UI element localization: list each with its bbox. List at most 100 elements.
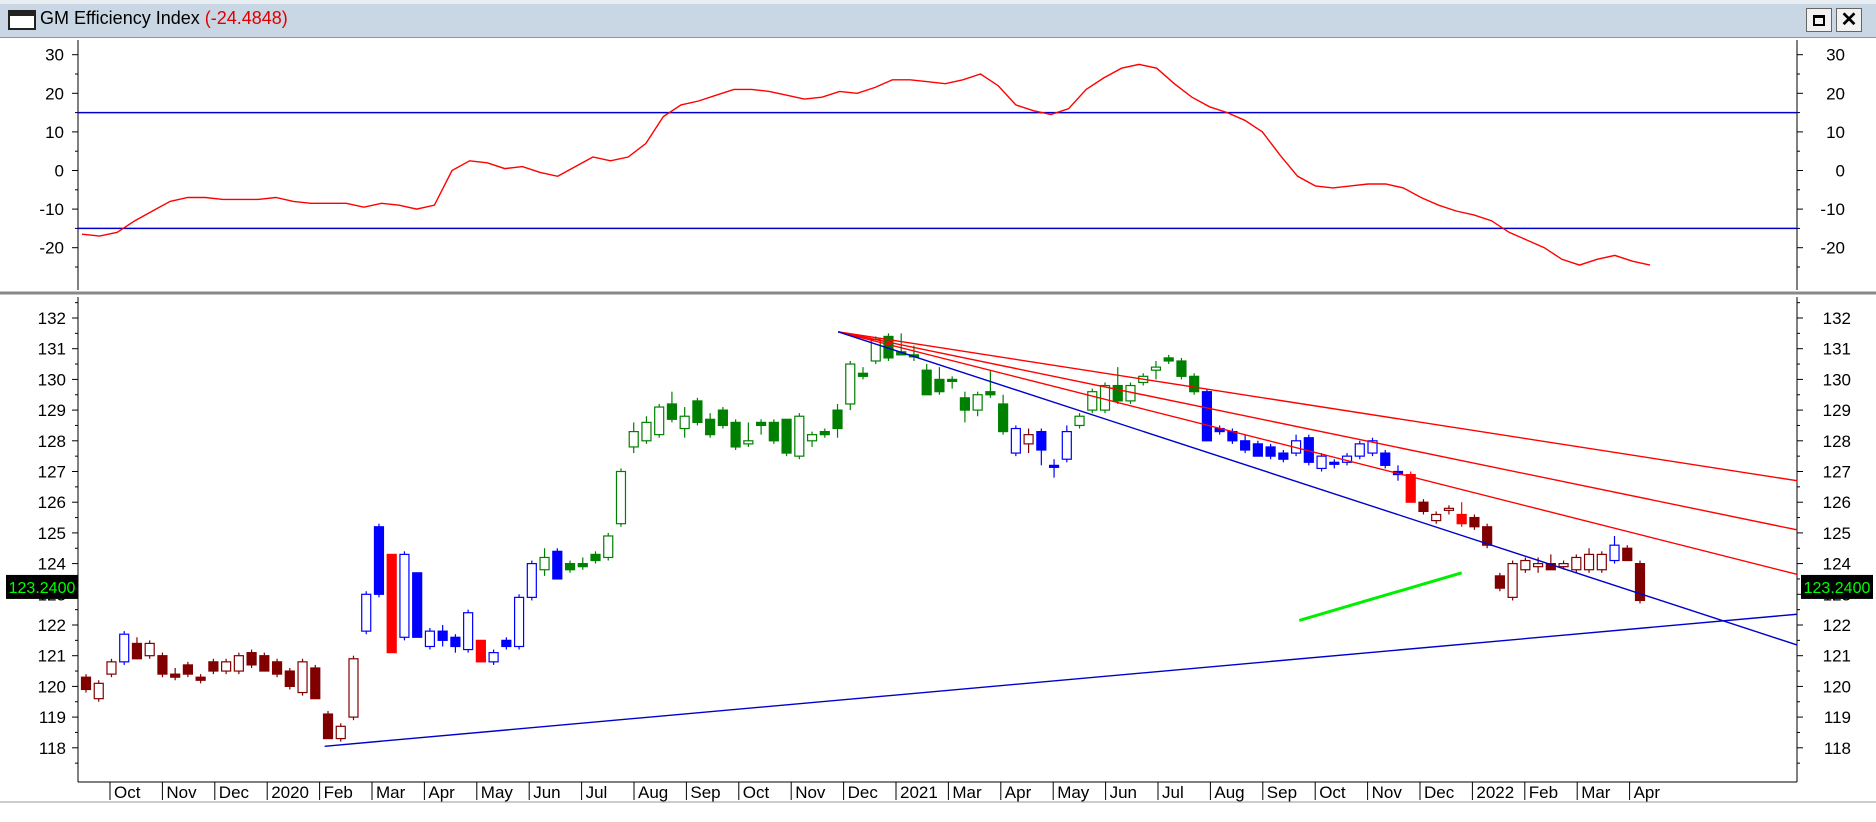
candle-body <box>603 535 614 559</box>
price-candle <box>221 658 232 675</box>
candle-body <box>959 397 971 411</box>
price-candle <box>806 431 818 447</box>
time-axis-label: Dec <box>219 783 250 802</box>
candle-body <box>1252 443 1263 457</box>
candle-body <box>1023 434 1034 445</box>
candle-body <box>781 418 792 454</box>
candle-body <box>208 661 219 672</box>
candle-body <box>399 553 410 638</box>
candle-body <box>1048 464 1060 468</box>
window-icon[interactable] <box>8 10 36 30</box>
candle-body <box>373 526 385 595</box>
price-candle <box>730 419 741 451</box>
price-candle <box>1634 560 1646 604</box>
price-candle <box>1265 443 1276 460</box>
time-axis-label: Jun <box>533 783 560 802</box>
price-candle <box>539 548 550 576</box>
candle-body <box>985 391 996 396</box>
time-axis-label: Nov <box>1372 783 1403 802</box>
price-candle <box>1354 440 1365 460</box>
price-tick-label-left: 118 <box>39 739 66 758</box>
price-tick-label-left: 125 <box>38 524 66 543</box>
candle-body <box>1520 559 1531 571</box>
candle-body <box>1367 440 1378 454</box>
price-panel-background <box>2 297 1874 782</box>
candle-body <box>730 421 741 448</box>
price-candle <box>157 652 168 678</box>
price-candle <box>195 674 206 684</box>
price-candle <box>1150 360 1162 380</box>
trend-line-blue <box>324 613 1798 747</box>
maximize-icon[interactable] <box>1806 8 1832 32</box>
price-candle <box>170 667 181 681</box>
candle-body <box>361 593 372 632</box>
candle-body <box>1469 516 1480 528</box>
candle-body <box>1201 391 1213 442</box>
candle-body <box>1010 427 1021 454</box>
price-candle <box>322 710 334 740</box>
time-axis-label: May <box>1057 783 1090 802</box>
price-candle <box>641 416 652 444</box>
price-tick-label-right: 125 <box>1823 524 1851 543</box>
candle-body <box>221 661 232 672</box>
window-title-text: GM Efficiency Index <box>40 8 200 28</box>
candle-body <box>819 430 830 436</box>
price-tick-label-right: 131 <box>1823 340 1851 359</box>
price-candle <box>348 655 359 721</box>
candle-body <box>947 378 958 382</box>
candle-body <box>322 713 334 740</box>
price-candle <box>934 367 945 395</box>
price-candle <box>1201 388 1213 442</box>
candle-body <box>450 636 461 648</box>
price-tick-label-right: 127 <box>1823 463 1851 482</box>
price-candle <box>692 397 703 426</box>
candle-body <box>437 630 448 641</box>
candle-body <box>93 682 104 700</box>
price-tick-label-left: 124 <box>38 555 66 574</box>
price-candle <box>131 637 143 660</box>
index-tick-label-left: 10 <box>45 123 64 142</box>
candle-body <box>463 612 474 651</box>
time-axis-label: Jul <box>1162 783 1184 802</box>
candle-body <box>1405 473 1416 503</box>
price-candle <box>794 413 805 460</box>
price-candle <box>424 628 436 650</box>
time-axis-label: Oct <box>743 783 770 802</box>
time-axis-label: Dec <box>848 783 879 802</box>
price-candle <box>1023 428 1034 454</box>
candle-body <box>577 562 588 568</box>
candle-body <box>564 562 576 571</box>
candle-body <box>335 725 346 740</box>
price-tick-label-left: 120 <box>38 677 66 696</box>
time-axis-label: Apr <box>428 783 455 802</box>
trend-line-red <box>838 331 1798 531</box>
price-candle <box>1520 557 1531 573</box>
price-panel: 132 132 131 131 130 130 129 129 128 128 127 127 126 1… <box>0 297 1876 803</box>
index-tick-label-right: 20 <box>1826 84 1845 103</box>
price-tick-label-left: 121 <box>38 647 66 666</box>
price-candle <box>947 376 958 389</box>
time-axis-label: Feb <box>324 783 353 802</box>
price-candle <box>1596 551 1607 573</box>
price-candle <box>412 572 423 638</box>
time-axis-label: Aug <box>1214 783 1244 802</box>
price-tick-label-left: 119 <box>39 708 66 727</box>
price-candle <box>488 649 499 665</box>
time-axis-label: Oct <box>114 783 141 802</box>
price-candle <box>1431 511 1442 524</box>
index-panel-background <box>2 40 1874 290</box>
candle-body <box>144 642 155 657</box>
price-candle <box>297 658 308 696</box>
candle-body <box>1622 547 1633 562</box>
close-icon[interactable]: ✕ <box>1836 8 1862 32</box>
candle-body <box>934 378 945 393</box>
price-tick-label-right: 122 <box>1823 616 1851 635</box>
candle-body <box>1112 384 1123 402</box>
window-titlebar: GM Efficiency Index (-24.4848) ✕ <box>0 0 1876 38</box>
time-axis-label: Jul <box>586 783 608 802</box>
index-tick-label-left: 0 <box>55 162 64 181</box>
efficiency-index-line <box>81 63 1651 266</box>
price-candle <box>1367 437 1378 457</box>
candle-body <box>857 372 869 377</box>
